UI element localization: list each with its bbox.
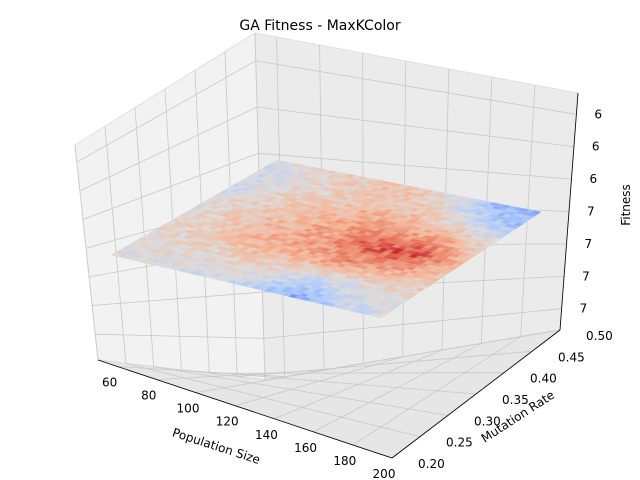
y-tick-label: 0.30 [474,414,501,428]
surface-patch [374,313,386,319]
z-tick-label: 7 [587,205,595,219]
x-tick-label: 160 [294,441,317,455]
x-axis-label: Population Size [171,425,262,467]
z-tick-label: 7 [585,237,593,251]
y-tick-label: 0.45 [558,350,585,364]
surface [110,159,542,319]
y-gridline [153,366,449,416]
y-gridline [209,372,505,374]
tick-labels: 60801001201401601802000.200.250.300.350.… [102,107,613,480]
z-axis-label: Fitness [619,184,633,226]
x-tick-label: 120 [216,415,239,429]
y-axis-line [391,329,561,459]
chart-title: GA Fitness - MaxKColor [239,18,400,34]
z-tick-label: 7 [582,269,590,283]
z-gridline [76,60,577,163]
y-tick-label: 0.35 [502,393,529,407]
y-tick-label: 0.40 [530,372,557,386]
z-tick-label: 6 [594,107,602,121]
y-gridline [181,369,477,395]
y-gridline-wall [104,126,127,364]
z-gridline [79,106,574,192]
z-axis-line [559,92,579,331]
x-tick-label: 60 [102,376,117,390]
x-tick-label: 200 [373,467,396,480]
z-tick-label: 7 [580,302,588,316]
x-tick-label: 100 [177,402,200,416]
y-tick-label: 0.20 [418,457,445,471]
x-axis-line [97,359,393,459]
x-tick-label: 180 [333,454,356,468]
z-tick-label: 6 [589,172,597,186]
y-gridline [125,362,421,438]
x-tick-label: 140 [255,428,278,442]
y-tick-label: 0.25 [446,436,473,450]
y-gridline [237,350,533,378]
y-gridline-wall [74,144,99,361]
x-tick-label: 80 [141,389,156,403]
z-gridline [82,152,572,220]
y-tick-label: 0.50 [586,329,613,343]
y-gridline [264,329,561,381]
z-gridline [92,275,565,306]
z-gridline [95,308,562,339]
z-tick-label: 6 [592,140,600,154]
